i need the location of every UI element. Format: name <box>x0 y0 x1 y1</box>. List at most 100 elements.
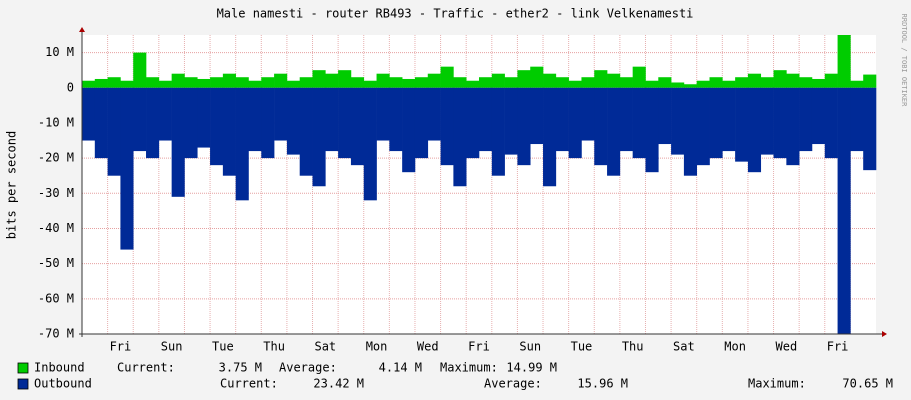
bar <box>299 77 313 88</box>
x-axis-arrow <box>882 331 887 337</box>
bar <box>248 80 262 88</box>
legend-stat-value: 23.42 M <box>313 377 364 391</box>
bar <box>594 70 608 88</box>
legend-stat-label: Maximum: <box>440 361 498 375</box>
bar <box>543 73 557 88</box>
bar <box>453 87 467 187</box>
legend-stat-value: 70.65 M <box>842 377 893 391</box>
bar <box>811 78 826 88</box>
bar <box>863 87 877 171</box>
bar <box>722 80 736 88</box>
watermark: RRDTOOL / TOBI OETIKER <box>900 14 908 108</box>
bar <box>82 87 96 141</box>
bar <box>427 73 441 88</box>
legend-swatch <box>17 378 29 390</box>
y-tick-label: -40 M <box>38 221 74 235</box>
bar <box>773 70 787 88</box>
bar <box>747 73 762 88</box>
bar <box>171 73 185 88</box>
x-tick-label: Mon <box>366 340 388 354</box>
bar <box>594 87 608 166</box>
x-tick-label: Tue <box>571 340 593 354</box>
bar <box>760 87 774 155</box>
bar <box>440 87 454 166</box>
bar <box>389 87 403 152</box>
bar <box>184 77 198 88</box>
bar <box>248 87 262 152</box>
bar <box>453 77 467 88</box>
bar <box>786 73 800 88</box>
bar <box>427 87 441 141</box>
x-tick-label: Thu <box>622 340 644 354</box>
bar <box>274 73 288 88</box>
bar <box>210 87 224 166</box>
legend-stat-label: Current: <box>220 377 278 391</box>
x-tick-label: Wed <box>417 340 439 354</box>
bar <box>658 77 672 88</box>
bar <box>491 87 505 176</box>
bar <box>735 87 749 162</box>
bar <box>671 87 685 155</box>
bar <box>210 77 224 88</box>
y-tick-label: -20 M <box>38 151 74 165</box>
bar <box>517 87 531 166</box>
legend-stat-label: Current: <box>117 361 175 375</box>
legend-stat-value: 14.99 M <box>506 361 557 375</box>
bar <box>632 87 646 159</box>
bar <box>376 73 390 88</box>
bar <box>402 78 416 88</box>
bar <box>222 87 236 176</box>
bar <box>184 87 198 159</box>
bar <box>530 87 544 145</box>
bar <box>466 87 480 159</box>
bar <box>850 80 864 88</box>
bar <box>325 73 339 88</box>
x-tick-label: Wed <box>776 340 798 354</box>
bar <box>94 87 108 159</box>
legend-label: Inbound <box>34 361 85 375</box>
bar <box>555 87 569 152</box>
y-tick-label: 0 <box>67 80 74 94</box>
bar <box>773 87 787 159</box>
bar <box>671 82 685 88</box>
bar <box>760 77 774 88</box>
bar <box>735 77 749 88</box>
bar <box>850 87 864 152</box>
bar <box>837 87 851 334</box>
y-tick-label: -30 M <box>38 186 74 200</box>
legend-stat-value: 15.96 M <box>577 377 628 391</box>
bar <box>235 87 249 201</box>
bar <box>504 77 518 88</box>
bar <box>479 87 493 152</box>
x-tick-label: Mon <box>724 340 746 354</box>
bar <box>197 87 211 148</box>
bar <box>619 87 633 152</box>
bar <box>530 66 544 88</box>
bar <box>133 52 147 88</box>
y-axis-label: bits per second <box>5 131 19 239</box>
bar <box>261 87 275 159</box>
bar <box>389 77 403 88</box>
bar <box>350 87 365 166</box>
y-tick-label: -60 M <box>38 291 74 305</box>
bar <box>312 87 326 187</box>
bar <box>402 87 416 173</box>
bar <box>799 77 813 88</box>
legend-stat-label: Average: <box>279 361 337 375</box>
x-tick-label: Sat <box>673 340 695 354</box>
bar <box>146 77 160 88</box>
bar <box>824 87 838 159</box>
bar <box>837 35 851 88</box>
bar <box>235 77 249 88</box>
bar <box>338 70 352 88</box>
bar <box>568 80 582 88</box>
bar <box>350 77 365 88</box>
y-tick-label: -70 M <box>38 327 74 341</box>
bar <box>607 87 621 176</box>
x-tick-label: Sun <box>519 340 541 354</box>
bar <box>171 87 185 197</box>
bar <box>696 87 710 166</box>
bar <box>568 87 582 159</box>
bar <box>479 77 493 88</box>
x-tick-label: Thu <box>263 340 285 354</box>
